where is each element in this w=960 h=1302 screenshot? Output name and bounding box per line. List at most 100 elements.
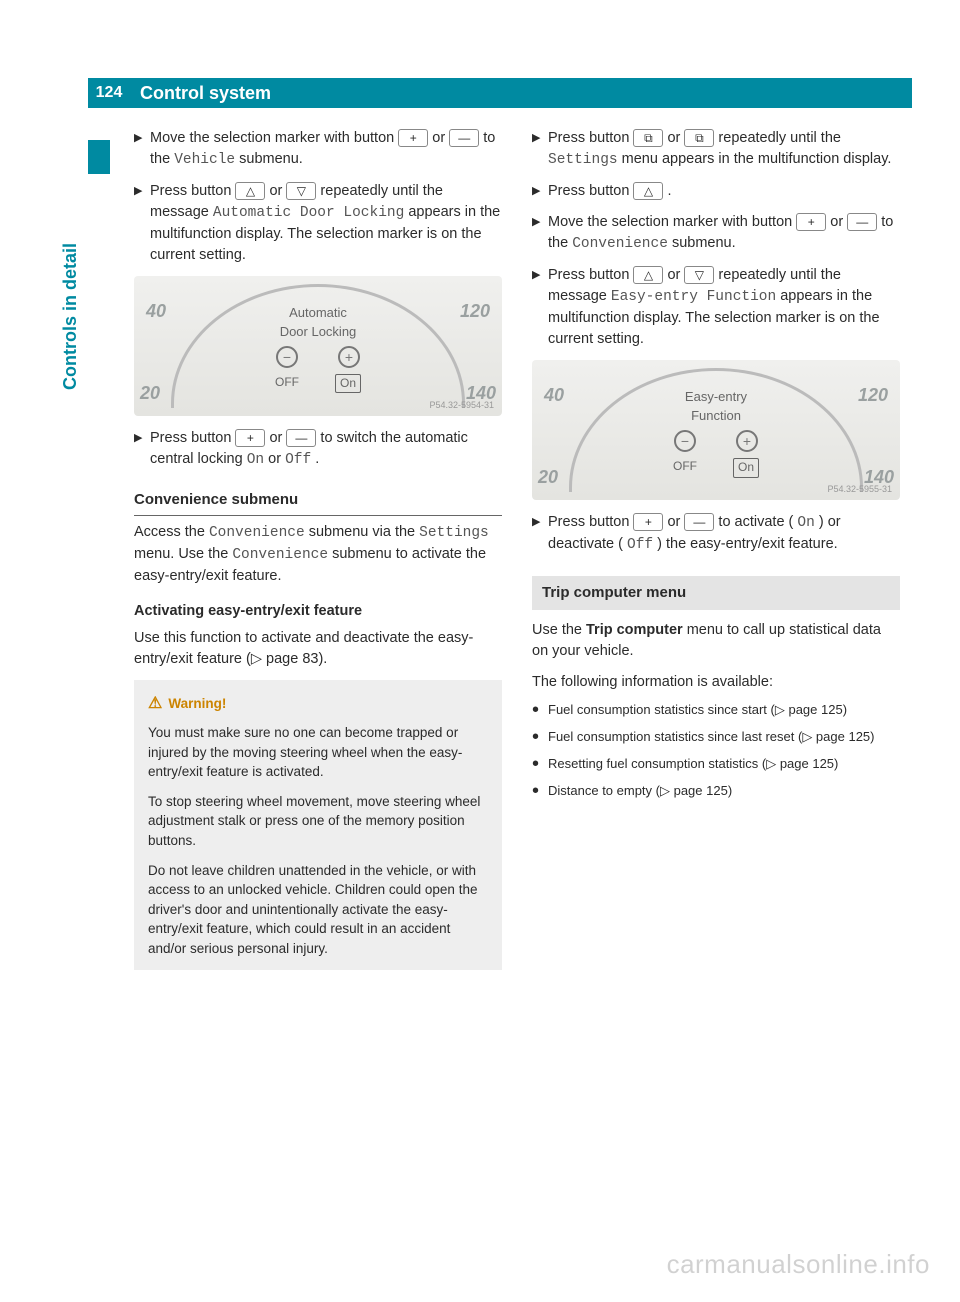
side-tab xyxy=(88,140,110,174)
plus-button-icon: + xyxy=(633,513,663,531)
step-move-vehicle: ▶ Move the selection marker with button … xyxy=(134,128,502,171)
on-label: On xyxy=(733,458,759,477)
prev-button-icon: ⧉ xyxy=(633,129,663,147)
text: Fuel consumption statistics since start … xyxy=(548,701,847,720)
text: Distance to empty (▷ page 125) xyxy=(548,782,732,801)
warning-p3: Do not leave children unattended in the … xyxy=(148,861,488,959)
plus-circle-icon: + xyxy=(338,346,360,368)
text: Move the selection marker with button xyxy=(548,214,796,230)
text: Resetting fuel consumption statistics (▷… xyxy=(548,755,838,774)
plus-circle-icon: + xyxy=(736,430,758,452)
warning-title: ⚠ Warning! xyxy=(148,692,488,715)
plus-button-icon: + xyxy=(398,129,428,147)
mono-text: Settings xyxy=(548,152,618,168)
up-button-icon: △ xyxy=(235,182,265,200)
minus-button-icon: — xyxy=(449,129,479,147)
step-arrow-icon: ▶ xyxy=(134,128,150,171)
down-button-icon: ▽ xyxy=(286,182,316,200)
text: to activate ( xyxy=(718,514,793,530)
image-id: P54.32-5955-31 xyxy=(827,483,892,496)
watermark: carmanualsonline.info xyxy=(667,1249,930,1280)
bold-text: Trip computer xyxy=(586,622,683,638)
bullet-icon: • xyxy=(532,728,548,747)
page-header: 124 Control system xyxy=(88,78,912,108)
text: menu. Use the xyxy=(134,546,232,562)
plus-button-icon: + xyxy=(796,213,826,231)
text: Easy-entry xyxy=(685,389,747,404)
display-options: OFF On xyxy=(532,458,900,477)
plus-button-icon: + xyxy=(235,429,265,447)
text: or xyxy=(269,183,286,199)
step-settings-menu: ▶ Press button ⧉ or ⧉ repeatedly until t… xyxy=(532,128,900,171)
trip-bullet-list: •Fuel consumption statistics since start… xyxy=(532,701,900,800)
mono-text: Convenience xyxy=(232,547,328,563)
bullet-icon: • xyxy=(532,701,548,720)
convenience-heading: Convenience submenu xyxy=(134,489,502,516)
step-move-convenience: ▶ Move the selection marker with button … xyxy=(532,212,900,255)
text: submenu. xyxy=(672,235,736,251)
bullet-icon: • xyxy=(532,782,548,801)
text: . xyxy=(315,451,319,467)
text: Function xyxy=(691,408,741,423)
text: Press button xyxy=(150,183,235,199)
text: or xyxy=(269,430,286,446)
left-column: ▶ Move the selection marker with button … xyxy=(134,128,502,970)
text: or xyxy=(432,130,449,146)
side-section-label: Controls in detail xyxy=(60,243,81,390)
warning-icon: ⚠ xyxy=(148,692,162,715)
text: . xyxy=(667,183,671,199)
display-automatic-door-locking: 40 20 120 140 Automatic Door Locking − +… xyxy=(134,276,502,416)
text: submenu. xyxy=(239,151,303,167)
minus-button-icon: — xyxy=(847,213,877,231)
display-easy-entry: 40 20 120 140 Easy-entry Function − + OF… xyxy=(532,360,900,500)
off-label: OFF xyxy=(275,374,299,393)
mono-text: Easy-entry Function xyxy=(611,289,776,305)
off-label: OFF xyxy=(673,458,697,477)
text: Move the selection marker with button xyxy=(150,130,398,146)
trip-para-2: The following information is available: xyxy=(532,672,900,693)
easy-entry-para: Use this function to activate and deacti… xyxy=(134,628,502,670)
convenience-para: Access the Convenience submenu via the S… xyxy=(134,522,502,587)
list-item: •Distance to empty (▷ page 125) xyxy=(532,782,900,801)
up-button-icon: △ xyxy=(633,266,663,284)
text: menu appears in the multifunction displa… xyxy=(622,151,892,167)
next-button-icon: ⧉ xyxy=(684,129,714,147)
step-activate-easy-entry: ▶ Press button + or — to activate ( On )… xyxy=(532,512,900,556)
image-id: P54.32-5954-31 xyxy=(429,399,494,412)
mono-text: Convenience xyxy=(209,525,305,541)
warning-p2: To stop steering wheel movement, move st… xyxy=(148,792,488,851)
trip-para-1: Use the Trip computer menu to call up st… xyxy=(532,620,900,662)
list-item: •Resetting fuel consumption statistics (… xyxy=(532,755,900,774)
step-arrow-icon: ▶ xyxy=(134,428,150,471)
step-press-ok: ▶ Press button △ . xyxy=(532,181,900,202)
list-item: •Fuel consumption statistics since last … xyxy=(532,728,900,747)
text: Fuel consumption statistics since last r… xyxy=(548,728,874,747)
display-options: OFF On xyxy=(134,374,502,393)
mono-text: Off xyxy=(285,452,311,468)
minus-button-icon: — xyxy=(684,513,714,531)
step-arrow-icon: ▶ xyxy=(532,128,548,171)
text: Press button xyxy=(548,130,633,146)
text: Automatic xyxy=(289,305,347,320)
right-column: ▶ Press button ⧉ or ⧉ repeatedly until t… xyxy=(532,128,900,970)
display-title: Easy-entry Function xyxy=(532,388,900,426)
text: or xyxy=(667,514,684,530)
mono-text: Settings xyxy=(419,525,489,541)
step-arrow-icon: ▶ xyxy=(532,181,548,202)
up-button-icon: △ xyxy=(633,182,663,200)
text: Press button xyxy=(150,430,235,446)
content-area: ▶ Move the selection marker with button … xyxy=(134,128,900,970)
display-title: Automatic Door Locking xyxy=(134,304,502,342)
step-arrow-icon: ▶ xyxy=(532,512,548,556)
text: or xyxy=(830,214,847,230)
minus-circle-icon: − xyxy=(276,346,298,368)
step-arrow-icon: ▶ xyxy=(532,212,548,255)
text: Press button xyxy=(548,267,633,283)
mono-text: On xyxy=(247,452,264,468)
step-switch-locking: ▶ Press button + or — to switch the auto… xyxy=(134,428,502,471)
warning-box: ⚠ Warning! You must make sure no one can… xyxy=(134,680,502,970)
step-easy-entry-function: ▶ Press button △ or ▽ repeatedly until t… xyxy=(532,265,900,350)
mono-text: Automatic Door Locking xyxy=(213,205,404,221)
on-label: On xyxy=(335,374,361,393)
page-title: Control system xyxy=(130,83,271,104)
